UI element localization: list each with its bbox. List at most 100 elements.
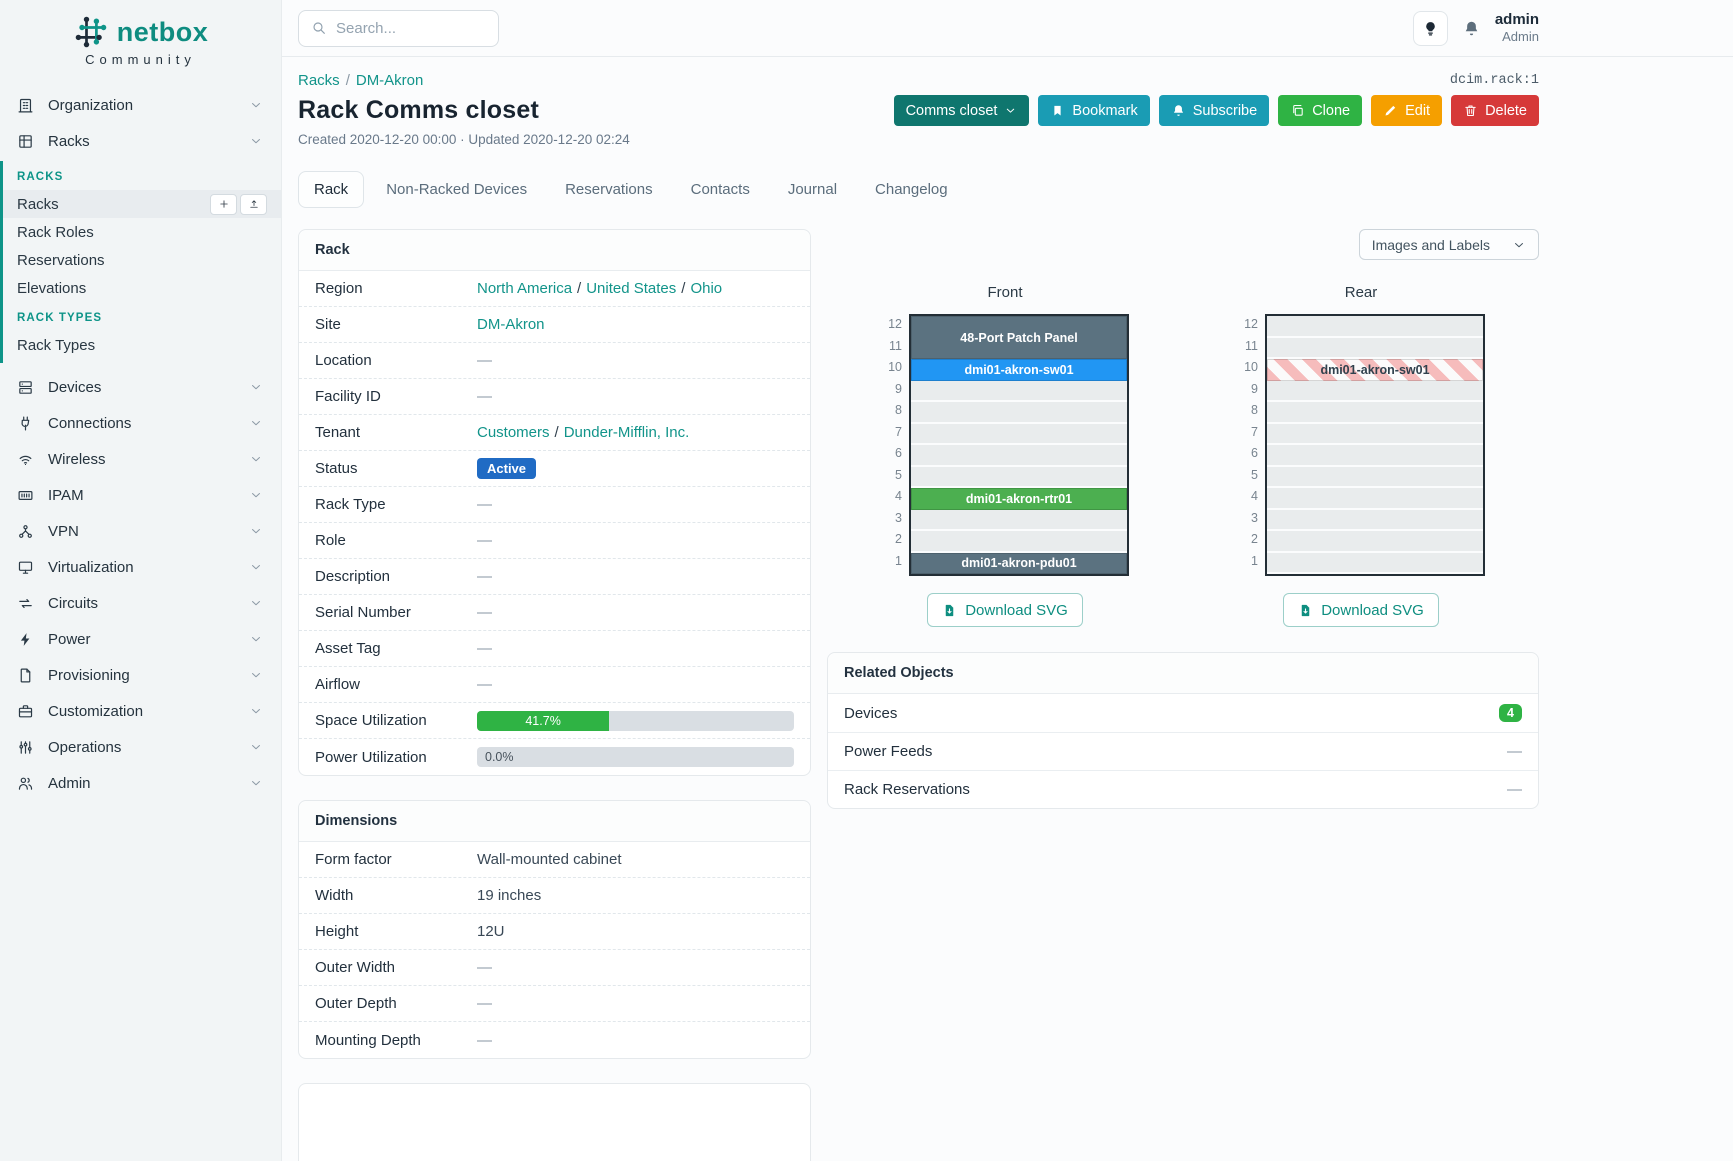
sidebar-item-racks[interactable]: Racks xyxy=(3,190,281,218)
tab-changelog[interactable]: Changelog xyxy=(875,181,948,198)
sidebar-item-ipam[interactable]: IPAM xyxy=(0,477,281,513)
sidebar-item-racks[interactable]: Racks xyxy=(0,123,281,159)
attr-row-region: Region North America / United States / Ohio xyxy=(299,271,810,307)
bolt-icon xyxy=(17,631,35,648)
empty-unit-slot[interactable] xyxy=(1267,466,1483,488)
subscribe-button[interactable]: Subscribe xyxy=(1158,95,1270,126)
empty-unit-slot[interactable] xyxy=(911,509,1127,531)
empty-unit-slot[interactable] xyxy=(1267,488,1483,510)
sidebar-item-customization[interactable]: Customization xyxy=(0,693,281,729)
empty-unit-slot[interactable] xyxy=(1267,445,1483,467)
sidebar-nav-top: Organization Racks xyxy=(0,87,281,159)
rack-unit-dmi01-akron-rtr01[interactable]: dmi01-akron-rtr01 xyxy=(911,488,1127,510)
tab-contacts[interactable]: Contacts xyxy=(690,181,750,198)
link-north-america[interactable]: North America xyxy=(477,280,573,297)
bell-plus-icon xyxy=(1171,103,1186,118)
empty-unit-slot[interactable] xyxy=(1267,531,1483,553)
unit-number: 10 xyxy=(888,360,902,374)
empty-unit-slot[interactable] xyxy=(911,380,1127,402)
attr-label: Mounting Depth xyxy=(315,1031,421,1049)
monitor-icon xyxy=(17,559,35,576)
rack-unit-48-port-patch-panel[interactable]: 48-Port Patch Panel xyxy=(911,316,1127,359)
related-row-devices[interactable]: Devices 4 xyxy=(828,694,1538,733)
empty-unit-slot[interactable] xyxy=(911,445,1127,467)
sidebar-item-power[interactable]: Power xyxy=(0,621,281,657)
link-ohio[interactable]: Ohio xyxy=(690,280,723,297)
rack-unit-dmi01-akron-sw01[interactable]: dmi01-akron-sw01 xyxy=(911,359,1127,381)
elevation-view-select[interactable]: Images and Labels xyxy=(1358,229,1539,260)
link-united-states[interactable]: United States xyxy=(586,280,677,297)
empty-unit-slot[interactable] xyxy=(1267,552,1483,574)
sidebar-item-elevations[interactable]: Elevations xyxy=(3,274,281,302)
unit-number: 1 xyxy=(1251,553,1258,568)
download-svg-button-front[interactable]: Download SVG xyxy=(927,593,1083,627)
related-row-power-feeds[interactable]: Power Feeds — xyxy=(828,733,1538,771)
attr-row-height: Height 12U xyxy=(299,914,810,950)
link-dm-akron[interactable]: DM-Akron xyxy=(477,316,545,333)
sidebar-item-rack-roles[interactable]: Rack Roles xyxy=(3,218,281,246)
search-input[interactable] xyxy=(336,19,476,37)
notifications-bell-icon[interactable] xyxy=(1462,19,1481,38)
user-menu[interactable]: admin Admin xyxy=(1495,11,1539,45)
sidebar-item-provisioning[interactable]: Provisioning xyxy=(0,657,281,693)
sidebar-item-connections[interactable]: Connections xyxy=(0,405,281,441)
count-badge: 4 xyxy=(1499,704,1522,722)
download-svg-button-rear[interactable]: Download SVG xyxy=(1283,593,1439,627)
rack-unit-dmi01-akron-sw01[interactable]: dmi01-akron-sw01 xyxy=(1267,359,1483,381)
tab-rack[interactable]: Rack xyxy=(298,171,365,208)
empty-unit-slot[interactable] xyxy=(1267,337,1483,359)
related-row-rack-reservations[interactable]: Rack Reservations — xyxy=(844,781,1522,798)
rack-unit-dmi01-akron-pdu01[interactable]: dmi01-akron-pdu01 xyxy=(911,552,1127,574)
empty-unit-slot[interactable] xyxy=(1267,509,1483,531)
server-icon xyxy=(17,379,35,396)
sidebar-item-reservations[interactable]: Reservations xyxy=(3,246,281,274)
rack-grid-icon xyxy=(17,133,35,150)
sidebar-item-circuits[interactable]: Circuits xyxy=(0,585,281,621)
delete-button[interactable]: Delete xyxy=(1451,95,1539,126)
chevron-down-icon xyxy=(249,776,263,790)
clone-button[interactable]: Clone xyxy=(1278,95,1363,126)
sidebar-item-devices[interactable]: Devices xyxy=(0,369,281,405)
empty-unit-slot[interactable] xyxy=(911,402,1127,424)
breadcrumb-link-racks[interactable]: Racks xyxy=(298,72,340,89)
chevron-down-icon xyxy=(1004,104,1017,117)
empty-unit-slot[interactable] xyxy=(1267,423,1483,445)
empty-unit-slot[interactable] xyxy=(1267,316,1483,338)
add-rack-button[interactable] xyxy=(210,193,237,215)
elevation-title: Front xyxy=(987,284,1023,301)
link-customers[interactable]: Customers xyxy=(477,424,550,441)
attr-value: — xyxy=(477,959,492,976)
sidebar-item-virtualization[interactable]: Virtualization xyxy=(0,549,281,585)
sidebar-item-operations[interactable]: Operations xyxy=(0,729,281,765)
attr-label: Space Utilization xyxy=(315,712,427,729)
tab-non-racked-devices[interactable]: Non-Racked Devices xyxy=(386,181,528,198)
empty-unit-slot[interactable] xyxy=(1267,380,1483,402)
link-dunder-mifflin-inc[interactable]: Dunder-Mifflin, Inc. xyxy=(563,424,690,441)
sidebar-item-organization[interactable]: Organization xyxy=(0,87,281,123)
empty-unit-slot[interactable] xyxy=(911,466,1127,488)
attr-label: Role xyxy=(315,532,346,549)
bookmark-button[interactable]: Bookmark xyxy=(1038,95,1150,126)
sidebar-item-admin[interactable]: Admin xyxy=(0,765,281,801)
tab-reservations[interactable]: Reservations xyxy=(565,181,653,198)
sidebar-item-vpn[interactable]: VPN xyxy=(0,513,281,549)
sidebar-item-wireless[interactable]: Wireless xyxy=(0,441,281,477)
unit-number: 3 xyxy=(1251,510,1258,525)
edit-button[interactable]: Edit xyxy=(1371,95,1443,126)
import-racks-button[interactable] xyxy=(240,193,267,215)
empty-unit-slot[interactable] xyxy=(911,423,1127,445)
breadcrumb-link-dm-akron[interactable]: DM-Akron xyxy=(355,72,424,89)
empty-unit-slot[interactable] xyxy=(1267,402,1483,424)
unit-number: 5 xyxy=(895,467,902,482)
theme-toggle-button[interactable] xyxy=(1412,10,1448,46)
lightbulb-icon xyxy=(1422,20,1439,37)
sidebar-item-label: Devices xyxy=(48,378,102,396)
attr-row-role: Role — xyxy=(299,523,810,559)
tab-journal[interactable]: Journal xyxy=(787,181,838,198)
brand[interactable]: netbox Community xyxy=(0,0,281,73)
sidebar-section-header: RACK TYPES xyxy=(17,312,103,324)
attr-label: Form factor xyxy=(315,851,392,868)
rack-selector-button[interactable]: Comms closet xyxy=(893,95,1030,126)
sidebar-item-rack-types[interactable]: Rack Types xyxy=(3,331,281,359)
empty-unit-slot[interactable] xyxy=(911,531,1127,553)
